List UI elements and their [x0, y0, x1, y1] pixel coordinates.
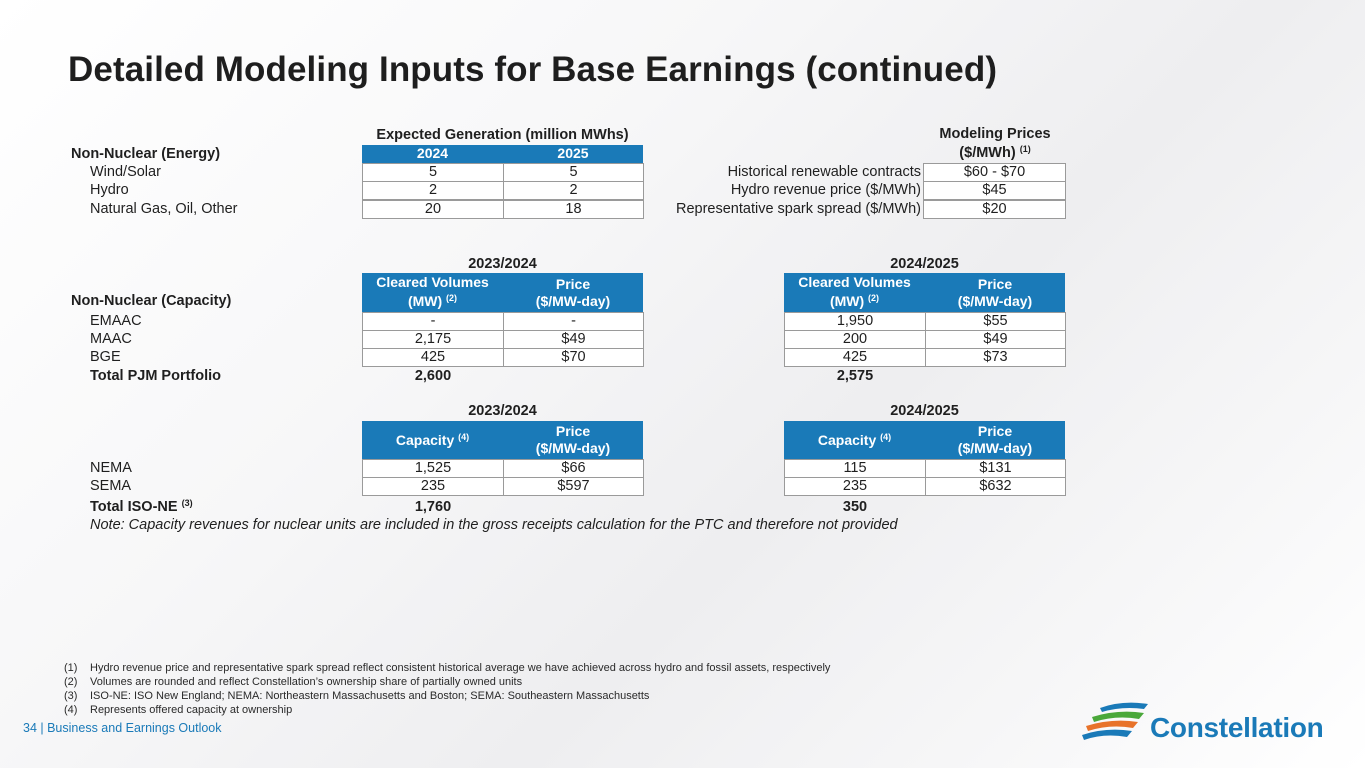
- pjm-section-label: Non-Nuclear (Capacity): [71, 293, 232, 309]
- page-footer: 34 | Business and Earnings Outlook: [23, 721, 222, 735]
- isone-cell: $632: [925, 477, 1066, 496]
- isone-total-label: Total ISO-NE (3): [90, 498, 193, 516]
- pjm-row-label: EMAAC: [90, 313, 142, 329]
- energy-year-2025: 2025: [503, 145, 643, 163]
- energy-row-label: Wind/Solar: [90, 164, 161, 180]
- energy-cell: 2: [362, 181, 504, 200]
- footnote: (2) Volumes are rounded and reflect Const…: [64, 676, 523, 688]
- prices-cell: $60 - $70: [923, 163, 1066, 182]
- footnote: (3) ISO-NE: ISO New England; NEMA: Northe…: [64, 690, 650, 702]
- pjm-total-a: 2,600: [414, 368, 452, 384]
- energy-cell: 2: [503, 181, 644, 200]
- pjm-period-a: 2023/2024: [468, 256, 537, 272]
- energy-group-header: Expected Generation (million MWhs): [376, 127, 629, 143]
- energy-section-label: Non-Nuclear (Energy): [71, 146, 221, 162]
- energy-row-label: Hydro: [90, 182, 129, 198]
- pjm-cell: 200: [784, 330, 926, 349]
- pjm-cell: 425: [362, 348, 504, 367]
- pjm-cell: $73: [925, 348, 1066, 367]
- pjm-row-label: MAAC: [90, 331, 132, 347]
- energy-cell: 18: [503, 200, 644, 219]
- isone-a-col2-header: Price ($/MW-day): [503, 421, 643, 459]
- isone-cell: 1,525: [362, 459, 504, 478]
- pjm-cell: 2,175: [362, 330, 504, 349]
- energy-row-label: Natural Gas, Oil, Other: [90, 201, 238, 217]
- prices-row-label: Hydro revenue price ($/MWh): [730, 182, 921, 198]
- pjm-a-col2-header: Price ($/MW-day): [503, 273, 643, 312]
- isone-period-b: 2024/2025: [890, 403, 959, 419]
- prices-cell: $20: [923, 200, 1066, 219]
- constellation-logo-icon: [1082, 702, 1148, 740]
- pjm-total-label: Total PJM Portfolio: [90, 368, 222, 384]
- prices-cell: $45: [923, 181, 1066, 200]
- isone-b-col2-header: Price ($/MW-day): [925, 421, 1065, 459]
- pjm-cell: $49: [925, 330, 1066, 349]
- isone-cell: $597: [503, 477, 644, 496]
- pjm-b-col1-header: Cleared Volumes (MW) (2): [784, 273, 925, 312]
- prices-row-label: Representative spark spread ($/MWh): [676, 201, 921, 217]
- isone-cell: $131: [925, 459, 1066, 478]
- isone-period-a: 2023/2024: [468, 403, 537, 419]
- energy-cell: 20: [362, 200, 504, 219]
- isone-total-b: 350: [842, 499, 868, 515]
- pjm-b-col2-header: Price ($/MW-day): [925, 273, 1065, 312]
- pjm-total-b: 2,575: [836, 368, 874, 384]
- isone-cell: $66: [503, 459, 644, 478]
- isone-total-a: 1,760: [414, 499, 452, 515]
- energy-year-2024: 2024: [362, 145, 503, 163]
- isone-row-label: NEMA: [90, 460, 132, 476]
- energy-cell: 5: [362, 163, 504, 182]
- pjm-a-col1-header: Cleared Volumes (MW) (2): [362, 273, 503, 312]
- pjm-cell: 425: [784, 348, 926, 367]
- pjm-row-label: BGE: [90, 349, 121, 365]
- pjm-cell: $70: [503, 348, 644, 367]
- prices-header-line1: Modeling Prices: [939, 126, 1051, 142]
- prices-row-label: Historical renewable contracts: [727, 164, 921, 180]
- pjm-cell: 1,950: [784, 312, 926, 331]
- pjm-period-b: 2024/2025: [890, 256, 959, 272]
- footnote: (4) Represents offered capacity at owners…: [64, 704, 293, 716]
- isone-cell: 115: [784, 459, 926, 478]
- pjm-cell: -: [362, 312, 504, 331]
- isone-b-col1-header: Capacity (4): [784, 421, 925, 459]
- logo-wordmark: Constellation: [1150, 712, 1324, 743]
- capacity-note: Note: Capacity revenues for nuclear unit…: [90, 517, 898, 533]
- isone-cell: 235: [362, 477, 504, 496]
- pjm-cell: $49: [503, 330, 644, 349]
- pjm-cell: -: [503, 312, 644, 331]
- isone-cell: 235: [784, 477, 926, 496]
- isone-a-col1-header: Capacity (4): [362, 421, 503, 459]
- pjm-cell: $55: [925, 312, 1066, 331]
- page-title: Detailed Modeling Inputs for Base Earnin…: [68, 50, 998, 89]
- footnote: (1) Hydro revenue price and representativ…: [64, 662, 831, 674]
- isone-row-label: SEMA: [90, 478, 132, 494]
- prices-header-line2: ($/MWh) (1): [959, 144, 1031, 162]
